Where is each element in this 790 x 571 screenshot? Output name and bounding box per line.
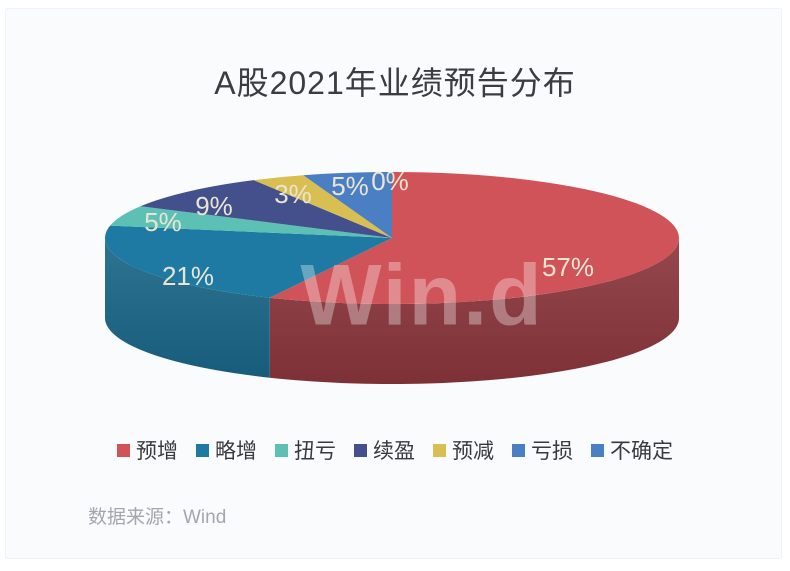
pie-slice-side-1 [105,238,270,378]
legend-item-6: 不确定 [591,435,673,465]
legend-item-label: 亏损 [531,440,573,463]
legend: 预增 略增 扭亏 续盈 预减 亏损 不确定 [0,435,790,465]
pie-slice-0 [269,172,679,304]
legend-item-label: 不确定 [610,440,673,463]
legend-item-label: 扭亏 [294,440,336,463]
pie-slice-4 [253,175,392,238]
pie-slice-2 [110,206,392,238]
legend-swatch-icon [117,443,130,457]
pie-slice-5 [303,172,392,238]
pie-percent-label-1: 21% [161,261,215,291]
legend-swatch-icon [512,443,525,457]
chart-title: A股2021年业绩预告分布 [214,65,576,101]
legend-swatch-icon [196,443,209,457]
legend-swatch-icon [433,443,446,457]
legend-item-label: 续盈 [373,440,415,463]
legend-item-5: 亏损 [512,435,573,465]
legend-swatch-icon [354,443,367,457]
data-source-note: 数据来源：Wind [88,507,227,528]
pie-percent-label-0: 57% [541,252,595,282]
pie-slice-side-0 [269,238,679,385]
legend-item-label: 预减 [452,440,494,463]
legend-item-4: 预减 [433,435,494,465]
legend-item-0: 预增 [117,435,178,465]
legend-item-label: 预增 [136,440,178,463]
legend-item-3: 续盈 [354,435,415,465]
legend-swatch-icon [275,443,288,457]
pie-slice-1 [104,225,393,298]
pie-percent-label-2: 5% [144,207,182,237]
pie-percent-label-3: 9% [195,191,233,221]
legend-item-1: 略增 [196,435,257,465]
legend-item-2: 扭亏 [275,435,336,465]
pie-percent-label-6: 0% [371,166,409,196]
legend-item-label: 略增 [215,440,257,463]
pie-percent-label-5: 5% [331,171,369,201]
pie-percent-label-4: 3% [274,179,312,209]
pie-slice-3 [140,180,392,238]
legend-swatch-icon [591,443,604,457]
